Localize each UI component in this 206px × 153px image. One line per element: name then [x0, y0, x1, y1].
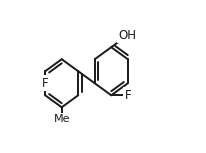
Text: Me: Me — [53, 114, 70, 124]
Text: OH: OH — [119, 29, 137, 42]
Text: F: F — [124, 89, 131, 102]
Text: F: F — [42, 77, 48, 90]
